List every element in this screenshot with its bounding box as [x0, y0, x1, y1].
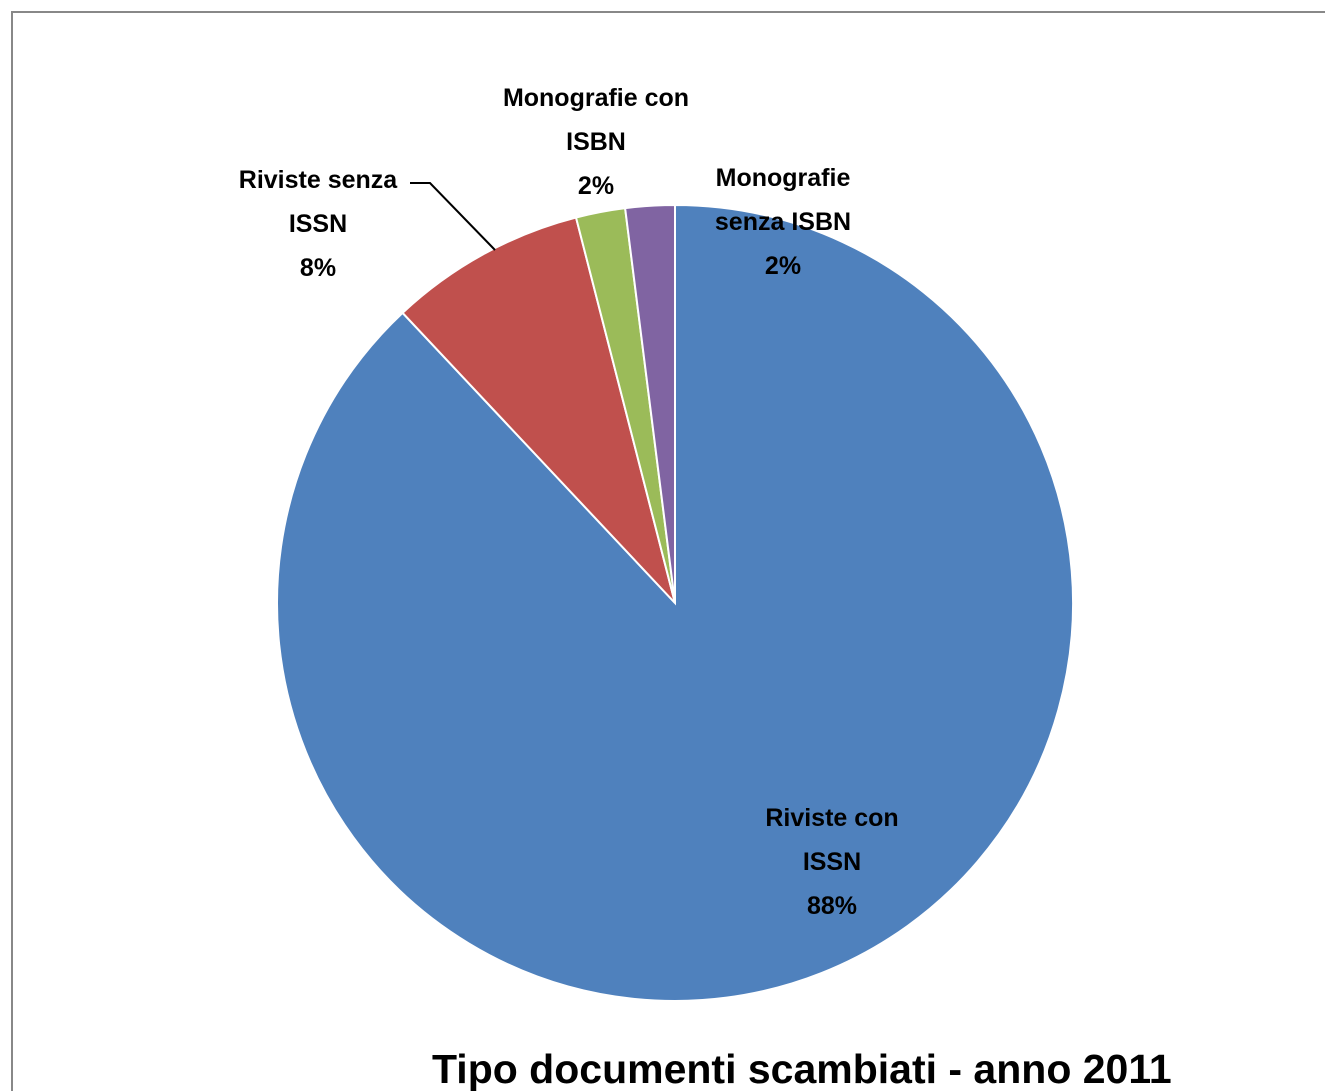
chart-title: Tipo documenti scambiati - anno 2011	[432, 1046, 1172, 1091]
value-label: 88%	[806, 892, 858, 920]
category-label: Riviste con ISSN	[765, 804, 899, 876]
category-label: Monografie senza ISBN	[714, 164, 852, 236]
pie	[276, 203, 1074, 1002]
category-label: Riviste senza ISSN	[238, 166, 398, 238]
value-label: 8%	[299, 254, 337, 282]
pie-slice	[401, 216, 676, 604]
value-label: 2%	[764, 252, 802, 280]
pie-slice	[623, 203, 676, 604]
value-label: 2%	[577, 172, 615, 200]
data-label: Riviste con ISSN 88%	[742, 796, 922, 928]
data-label: Monografie senza ISBN 2%	[693, 156, 873, 288]
data-label: Monografie con ISBN 2%	[481, 76, 711, 208]
data-label: Riviste senza ISSN 8%	[218, 158, 418, 290]
leader-line	[410, 182, 496, 251]
category-label: Monografie con ISBN	[502, 84, 690, 156]
